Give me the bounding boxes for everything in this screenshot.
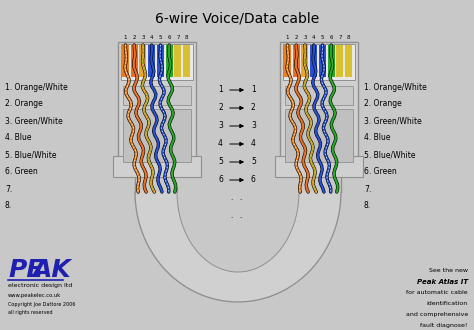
Bar — [148, 45, 155, 78]
Text: Peak Atlas IT: Peak Atlas IT — [417, 279, 468, 285]
Text: fault diagnose!: fault diagnose! — [420, 323, 468, 328]
Bar — [345, 45, 352, 78]
Text: 1: 1 — [251, 85, 256, 94]
Text: 4: 4 — [312, 35, 316, 40]
Text: and comprehensive: and comprehensive — [406, 312, 468, 317]
Text: 4. Blue: 4. Blue — [364, 134, 391, 143]
Text: 4. Blue: 4. Blue — [5, 134, 31, 143]
Text: 2: 2 — [218, 104, 223, 113]
Bar — [157, 45, 164, 78]
Polygon shape — [135, 192, 341, 302]
Text: 8.: 8. — [5, 202, 12, 211]
Bar — [183, 45, 190, 78]
Bar — [285, 109, 353, 162]
Bar — [337, 45, 344, 78]
Bar — [113, 156, 201, 177]
Text: 1. Orange/White: 1. Orange/White — [5, 82, 68, 91]
Text: 2: 2 — [294, 35, 298, 40]
Text: 2. Orange: 2. Orange — [364, 100, 402, 109]
Bar — [166, 45, 173, 78]
Bar — [122, 45, 129, 78]
Text: 8.: 8. — [364, 202, 371, 211]
Bar — [285, 86, 353, 105]
Text: 5: 5 — [251, 157, 256, 167]
Polygon shape — [177, 192, 299, 272]
Text: See the new: See the new — [429, 268, 468, 273]
Text: all rights reserved: all rights reserved — [8, 310, 53, 315]
Text: 5. Blue/White: 5. Blue/White — [5, 150, 56, 159]
Bar — [319, 45, 326, 78]
Text: 6: 6 — [251, 176, 256, 184]
Bar — [123, 109, 191, 162]
Text: 1. Orange/White: 1. Orange/White — [364, 82, 427, 91]
Bar — [310, 45, 317, 78]
Text: 4: 4 — [150, 35, 154, 40]
Text: .   .: . . — [231, 195, 243, 201]
Text: 6. Green: 6. Green — [5, 168, 38, 177]
Text: 3. Green/White: 3. Green/White — [5, 116, 63, 125]
Text: 3. Green/White: 3. Green/White — [364, 116, 422, 125]
Text: 6: 6 — [167, 35, 171, 40]
Text: 2: 2 — [251, 104, 256, 113]
Text: PE: PE — [8, 258, 44, 282]
Text: 1: 1 — [218, 85, 223, 94]
Text: Copyright Joe Dattore 2006: Copyright Joe Dattore 2006 — [8, 302, 75, 307]
Bar — [284, 45, 291, 78]
Bar — [118, 42, 196, 172]
Bar — [293, 45, 300, 78]
Bar — [328, 45, 335, 78]
Text: 3: 3 — [141, 35, 145, 40]
Text: 1: 1 — [124, 35, 127, 40]
Text: 3: 3 — [218, 121, 223, 130]
Bar — [131, 45, 138, 78]
Bar — [275, 156, 363, 177]
Text: 7: 7 — [338, 35, 342, 40]
Text: 4: 4 — [218, 140, 223, 148]
Bar — [174, 45, 182, 78]
Text: 5: 5 — [218, 157, 223, 167]
Bar — [121, 44, 193, 81]
Text: 5: 5 — [321, 35, 324, 40]
Bar — [139, 45, 146, 78]
Text: 3: 3 — [251, 121, 256, 130]
Text: 6-wire Voice/Data cable: 6-wire Voice/Data cable — [155, 12, 319, 26]
Text: 4: 4 — [251, 140, 256, 148]
Text: 6: 6 — [329, 35, 333, 40]
Bar — [301, 45, 309, 78]
Text: 7.: 7. — [5, 184, 12, 193]
Text: 7.: 7. — [364, 184, 371, 193]
Text: 2: 2 — [133, 35, 136, 40]
Text: 1: 1 — [286, 35, 289, 40]
Text: AK: AK — [33, 258, 72, 282]
Text: for automatic cable: for automatic cable — [406, 290, 468, 295]
Text: 5: 5 — [159, 35, 162, 40]
Bar — [123, 86, 191, 105]
Text: www.peakelec.co.uk: www.peakelec.co.uk — [8, 293, 61, 298]
Text: identification: identification — [427, 301, 468, 306]
Text: electronic design ltd: electronic design ltd — [8, 283, 72, 288]
Text: 8: 8 — [347, 35, 350, 40]
Text: 5. Blue/White: 5. Blue/White — [364, 150, 416, 159]
Text: 6: 6 — [218, 176, 223, 184]
Text: 2. Orange: 2. Orange — [5, 100, 43, 109]
Text: 7: 7 — [176, 35, 180, 40]
Bar — [283, 44, 355, 81]
Text: 8: 8 — [185, 35, 189, 40]
Bar — [280, 42, 358, 172]
Text: .   .: . . — [231, 213, 243, 219]
Text: 3: 3 — [303, 35, 307, 40]
Text: 6. Green: 6. Green — [364, 168, 397, 177]
